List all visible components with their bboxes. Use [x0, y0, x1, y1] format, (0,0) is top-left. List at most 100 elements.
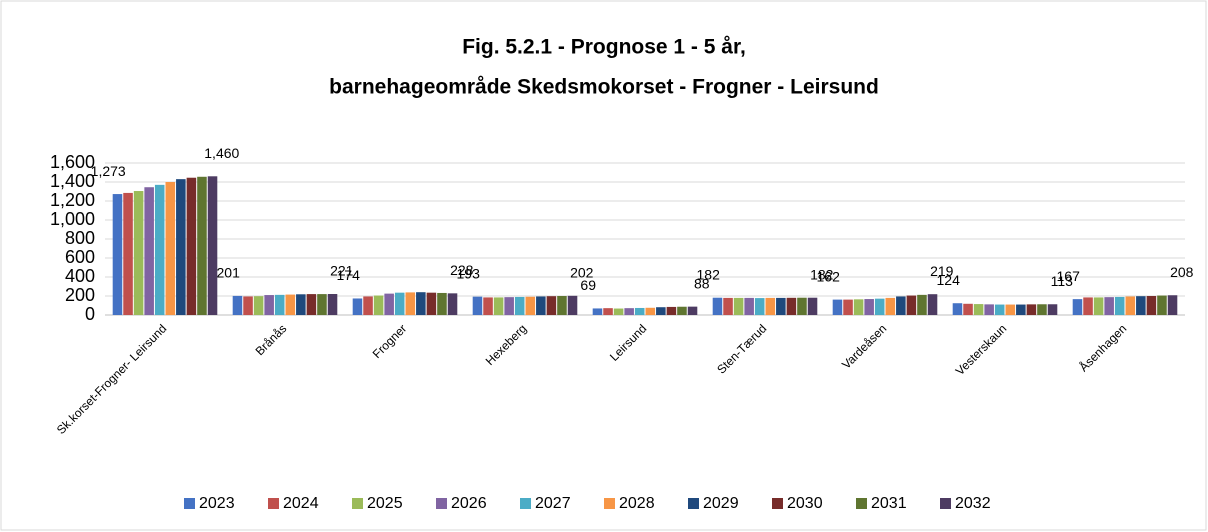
bar [384, 293, 394, 315]
bar [504, 297, 514, 315]
data-label: 219 [930, 263, 954, 279]
data-label: 202 [570, 265, 594, 281]
bar [394, 292, 405, 315]
bar [317, 294, 327, 315]
data-label: 174 [337, 267, 361, 283]
bar [853, 299, 864, 315]
y-tick-label: 1,400 [50, 171, 95, 191]
bar [656, 307, 666, 315]
bar [797, 297, 807, 315]
bar [546, 296, 557, 315]
bar [1136, 296, 1146, 315]
legend-label: 2026 [451, 495, 487, 512]
bar [363, 296, 373, 315]
bar [493, 297, 504, 315]
bar [525, 296, 536, 315]
legend-label: 2027 [535, 495, 571, 512]
bar [1005, 304, 1016, 315]
bar [744, 297, 754, 315]
bar [1072, 299, 1083, 315]
y-tick-label: 1,000 [50, 209, 95, 229]
y-tick-label: 400 [65, 266, 95, 286]
legend-swatch [772, 498, 783, 509]
bar [786, 297, 797, 315]
y-tick-label: 0 [85, 304, 95, 324]
bar [483, 297, 493, 315]
bar [207, 176, 218, 315]
bar [557, 296, 567, 315]
bar [1093, 297, 1104, 315]
bar [296, 294, 306, 315]
bar [634, 307, 645, 315]
legend-label: 2024 [283, 495, 319, 512]
bar [176, 179, 186, 315]
bar [1114, 296, 1125, 315]
legend-label: 2032 [955, 495, 991, 512]
bar [885, 297, 896, 315]
data-label: 208 [1170, 264, 1194, 280]
bar [264, 295, 274, 315]
bar [874, 298, 885, 315]
bar [165, 182, 176, 315]
bar [712, 297, 723, 315]
legend-label: 2025 [367, 495, 403, 512]
bar [1125, 296, 1136, 315]
bar [994, 304, 1005, 315]
bar [154, 184, 165, 315]
bar [723, 297, 733, 315]
bar [186, 177, 197, 315]
data-label: 1,273 [91, 163, 126, 179]
bar [896, 296, 906, 315]
bar [677, 306, 687, 315]
bar [112, 194, 123, 315]
legend-label: 2031 [871, 495, 907, 512]
y-tick-label: 800 [65, 228, 95, 248]
legend-swatch [520, 498, 531, 509]
bar [733, 297, 744, 315]
bar [123, 192, 133, 315]
bar [306, 294, 317, 315]
data-label: 1,460 [204, 145, 239, 161]
legend-swatch [352, 498, 363, 509]
bar [864, 299, 874, 315]
bar [1083, 297, 1093, 315]
bar [327, 294, 338, 315]
bar [472, 296, 483, 315]
bar [232, 295, 243, 315]
bar [253, 296, 264, 315]
data-label: 124 [937, 272, 961, 288]
bar [952, 303, 963, 315]
bar [1167, 295, 1178, 315]
bar [285, 294, 296, 315]
bar [624, 308, 634, 315]
legend-swatch [688, 498, 699, 509]
bar [1047, 304, 1058, 315]
bar [613, 308, 624, 315]
bar [567, 295, 578, 315]
bar [514, 296, 525, 315]
y-tick-label: 1,600 [50, 152, 95, 172]
data-label: 182 [697, 266, 721, 282]
data-label: 113 [1051, 273, 1074, 289]
legend-swatch [940, 498, 951, 509]
data-label: 182 [810, 266, 834, 282]
bar [963, 303, 973, 315]
bar [133, 191, 144, 315]
data-label: 201 [217, 265, 241, 281]
bar [807, 297, 818, 315]
bar [197, 176, 207, 315]
bar [144, 187, 154, 315]
bar [927, 294, 938, 315]
legend-swatch [184, 498, 195, 509]
legend-swatch [268, 498, 279, 509]
bar [243, 296, 253, 315]
data-label: 167 [1057, 268, 1081, 284]
bar [437, 292, 447, 315]
legend-label: 2030 [787, 495, 823, 512]
bar [973, 304, 984, 315]
bar [426, 292, 437, 315]
bar [984, 304, 994, 315]
bar [1016, 304, 1026, 315]
bar [405, 292, 416, 315]
bar [447, 293, 458, 315]
